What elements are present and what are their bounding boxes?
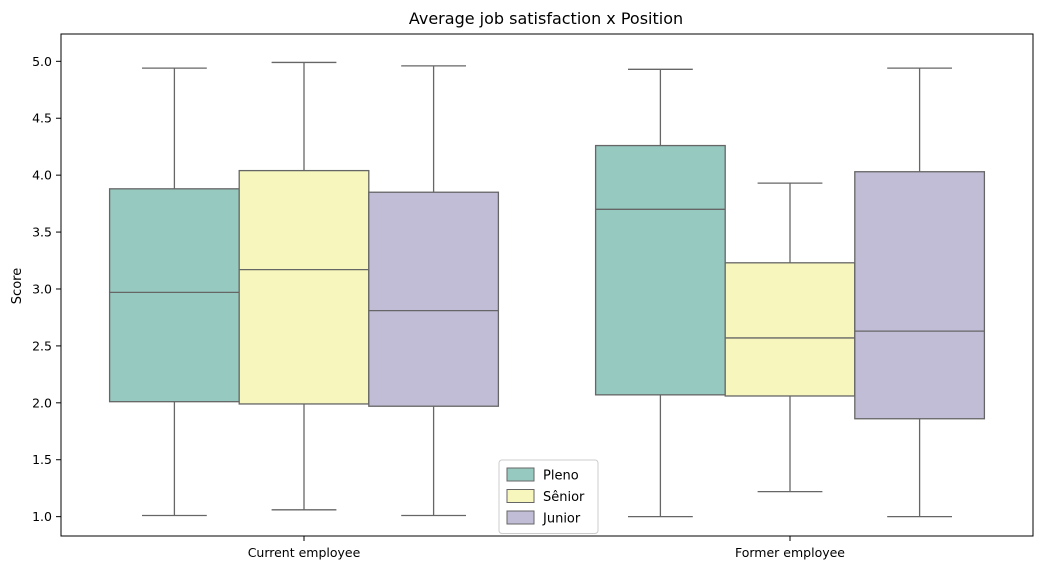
y-tick-label: 2.5 xyxy=(32,338,52,353)
legend-label: Sênior xyxy=(543,490,585,505)
plot-area xyxy=(108,61,986,518)
legend-label: Junior xyxy=(542,512,581,527)
y-tick-label: 2.0 xyxy=(32,395,52,410)
y-axis-label: Score xyxy=(10,268,25,304)
y-axis: 1.0 1.5 2.0 2.5 3.0 3.5 4.0 4.5 5.0 xyxy=(32,54,61,524)
iqr-box xyxy=(854,171,986,420)
legend: Pleno Sênior Junior xyxy=(498,459,599,534)
iqr-box xyxy=(368,191,500,407)
y-tick-label: 3.0 xyxy=(32,281,52,296)
y-tick-label: 4.5 xyxy=(32,111,52,126)
box-sênior-1 xyxy=(724,182,856,493)
y-tick-label: 4.0 xyxy=(32,168,52,183)
legend-swatch xyxy=(506,510,535,525)
iqr-box xyxy=(238,169,370,405)
box-pleno-0 xyxy=(108,67,240,517)
y-tick-label: 5.0 xyxy=(32,54,52,69)
iqr-box xyxy=(724,262,856,397)
iqr-box xyxy=(108,188,240,403)
y-tick-label: 3.5 xyxy=(32,225,52,240)
box-sênior-0 xyxy=(238,61,370,511)
y-tick-label: 1.5 xyxy=(32,452,52,467)
plot-frame xyxy=(60,33,1034,537)
legend-label: Pleno xyxy=(543,469,579,484)
x-tick-label: Current employee xyxy=(248,545,361,560)
legend-swatch xyxy=(506,489,535,503)
x-tick-label: Former employee xyxy=(735,545,845,560)
box-junior-0 xyxy=(368,65,500,517)
x-axis: Current employee Former employee xyxy=(248,536,845,560)
box-pleno-1 xyxy=(594,68,726,518)
y-tick-label: 1.0 xyxy=(32,509,52,524)
box-junior-1 xyxy=(854,67,986,518)
iqr-box xyxy=(594,144,726,396)
legend-swatch xyxy=(506,467,535,482)
chart-title: Average job satisfaction x Position xyxy=(409,9,683,28)
